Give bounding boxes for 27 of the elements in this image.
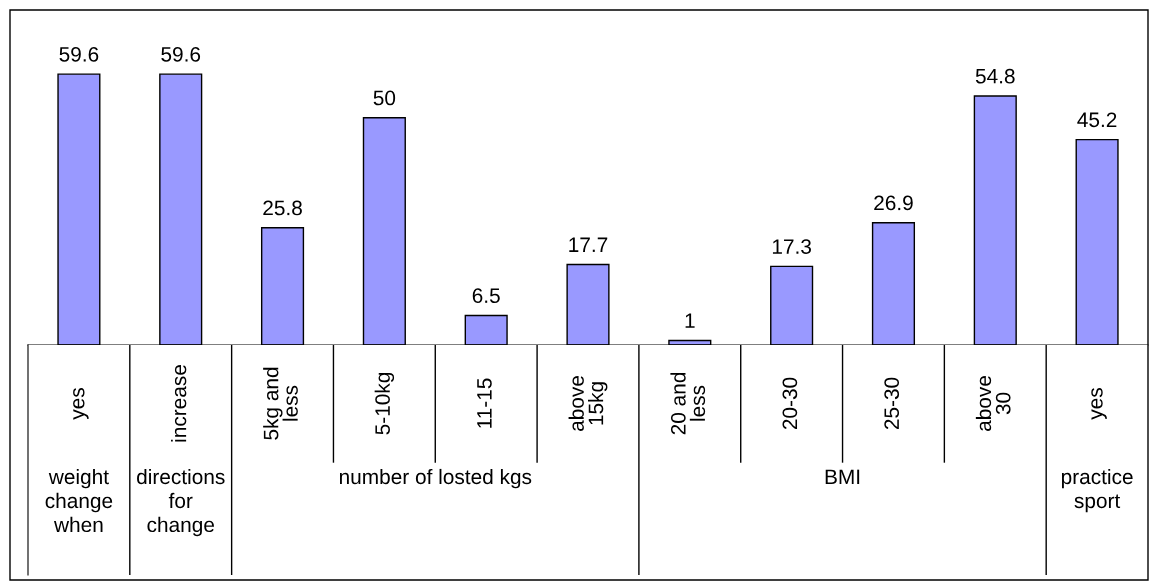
data-label: 45.2 [1077,112,1117,128]
data-label: 25.8 [263,200,302,216]
x-tick-label: 11-15 [477,378,492,428]
x-tick-label: 25-30 [884,377,900,430]
data-label: 17.3 [772,239,811,254]
text: number of losted kgs [339,468,532,489]
text: BMI [825,469,860,484]
x-tick-label: yes [1091,388,1107,420]
data-label: 59.6 [161,46,201,62]
x-tick-label: increase [171,365,187,442]
data-label: 50 [373,90,396,106]
x-tick-label: above 30 [975,376,1011,431]
data-label: 59.6 [59,46,99,62]
text: directions for change [137,468,225,537]
x-tick-label: above 15kg [568,376,608,431]
data-label: 1 [685,313,695,328]
text: weight change when [45,468,113,533]
text: practice sport [1061,468,1133,513]
data-label: 26.9 [874,195,913,211]
x-tick-label: 20 and less [670,372,706,435]
x-tick-label: 5-10kg [374,372,395,435]
data-label: 6.5 [472,288,500,304]
x-tick-label: 20-30 [782,377,798,430]
x-tick-label: 5kg and less [263,367,298,440]
data-label: 54.8 [975,68,1015,84]
data-label: 17.7 [569,237,608,252]
x-tick-label: yes [73,388,89,420]
